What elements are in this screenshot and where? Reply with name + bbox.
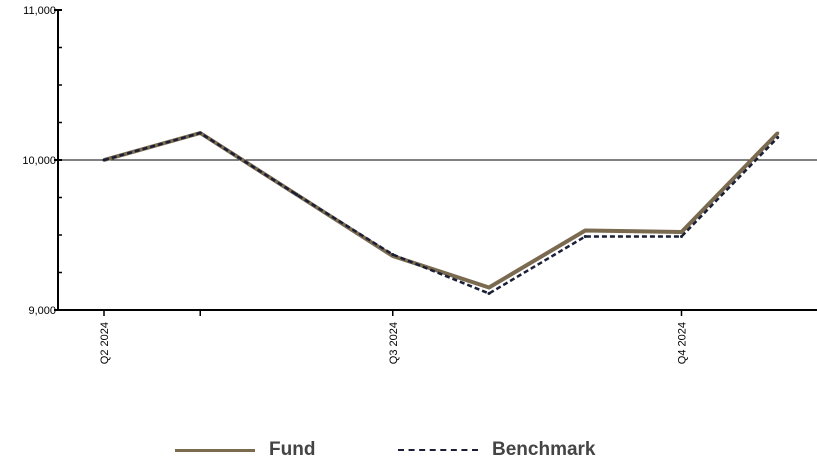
- data-point-fund: [583, 229, 587, 232]
- legend: Fund Benchmark: [0, 438, 817, 462]
- legend-label-fund: Fund: [269, 439, 316, 460]
- y-tick-label: 11,000: [23, 5, 56, 17]
- legend-swatch-fund: [175, 448, 255, 452]
- series-line-benchmark: [103, 131, 779, 295]
- data-point-benchmark: [487, 292, 491, 295]
- data-point-benchmark: [776, 136, 780, 139]
- data-point-fund: [776, 131, 780, 135]
- data-point-fund: [487, 286, 491, 289]
- legend-item-fund: Fund: [175, 438, 315, 462]
- data-point-benchmark: [391, 253, 395, 256]
- data-point-fund: [680, 230, 683, 234]
- data-point-benchmark: [198, 131, 202, 135]
- series-line-fund: [103, 131, 780, 290]
- data-point-benchmark: [680, 235, 683, 238]
- legend-item-benchmark: Benchmark: [398, 438, 596, 462]
- data-point-benchmark: [102, 158, 106, 162]
- x-tick-label: Q2 2024: [99, 322, 111, 364]
- legend-label-benchmark: Benchmark: [492, 439, 596, 460]
- data-point-benchmark: [295, 193, 298, 196]
- x-tick-label: Q4 2024: [677, 322, 689, 364]
- y-tick-label: 10,000: [22, 155, 56, 167]
- x-tick-label: Q3 2024: [388, 322, 400, 364]
- data-point-benchmark: [583, 235, 587, 238]
- legend-swatch-benchmark: [398, 449, 478, 451]
- y-tick-label: 9,000: [28, 305, 56, 317]
